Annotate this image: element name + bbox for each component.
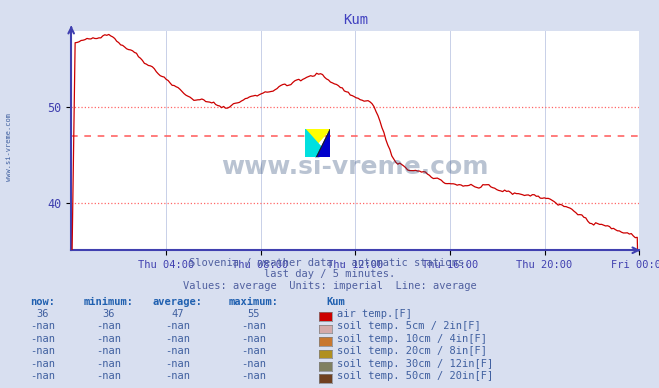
Text: 36: 36 <box>37 309 49 319</box>
Text: Kum: Kum <box>326 296 345 307</box>
Text: soil temp. 5cm / 2in[F]: soil temp. 5cm / 2in[F] <box>337 321 481 331</box>
Text: -nan: -nan <box>241 334 266 344</box>
Text: -nan: -nan <box>96 334 121 344</box>
Text: -nan: -nan <box>30 371 55 381</box>
Text: -nan: -nan <box>96 346 121 356</box>
Text: -nan: -nan <box>96 359 121 369</box>
Text: 55: 55 <box>248 309 260 319</box>
Text: Slovenia / weather data - automatic stations.: Slovenia / weather data - automatic stat… <box>189 258 470 268</box>
Text: soil temp. 10cm / 4in[F]: soil temp. 10cm / 4in[F] <box>337 334 488 344</box>
Text: -nan: -nan <box>30 346 55 356</box>
Text: -nan: -nan <box>241 359 266 369</box>
Text: -nan: -nan <box>96 371 121 381</box>
Text: soil temp. 30cm / 12in[F]: soil temp. 30cm / 12in[F] <box>337 359 494 369</box>
Text: Values: average  Units: imperial  Line: average: Values: average Units: imperial Line: av… <box>183 281 476 291</box>
Text: -nan: -nan <box>165 346 190 356</box>
Text: -nan: -nan <box>30 359 55 369</box>
Text: -nan: -nan <box>165 334 190 344</box>
Text: last day / 5 minutes.: last day / 5 minutes. <box>264 269 395 279</box>
Text: -nan: -nan <box>30 321 55 331</box>
Text: -nan: -nan <box>165 359 190 369</box>
Text: www.si-vreme.com: www.si-vreme.com <box>221 155 489 179</box>
Text: -nan: -nan <box>30 334 55 344</box>
Text: soil temp. 50cm / 20in[F]: soil temp. 50cm / 20in[F] <box>337 371 494 381</box>
Text: -nan: -nan <box>241 371 266 381</box>
Text: -nan: -nan <box>165 371 190 381</box>
Text: -nan: -nan <box>241 321 266 331</box>
Text: air temp.[F]: air temp.[F] <box>337 309 413 319</box>
Text: -nan: -nan <box>241 346 266 356</box>
Text: maximum:: maximum: <box>229 296 279 307</box>
Polygon shape <box>305 129 330 157</box>
Text: -nan: -nan <box>165 321 190 331</box>
Text: now:: now: <box>30 296 55 307</box>
Polygon shape <box>316 129 330 157</box>
Text: -nan: -nan <box>96 321 121 331</box>
Text: www.si-vreme.com: www.si-vreme.com <box>6 113 13 182</box>
Text: 47: 47 <box>172 309 184 319</box>
Polygon shape <box>305 129 330 157</box>
Title: Kum: Kum <box>343 13 368 27</box>
Text: 36: 36 <box>103 309 115 319</box>
Text: minimum:: minimum: <box>84 296 134 307</box>
Text: average:: average: <box>153 296 203 307</box>
Text: soil temp. 20cm / 8in[F]: soil temp. 20cm / 8in[F] <box>337 346 488 356</box>
